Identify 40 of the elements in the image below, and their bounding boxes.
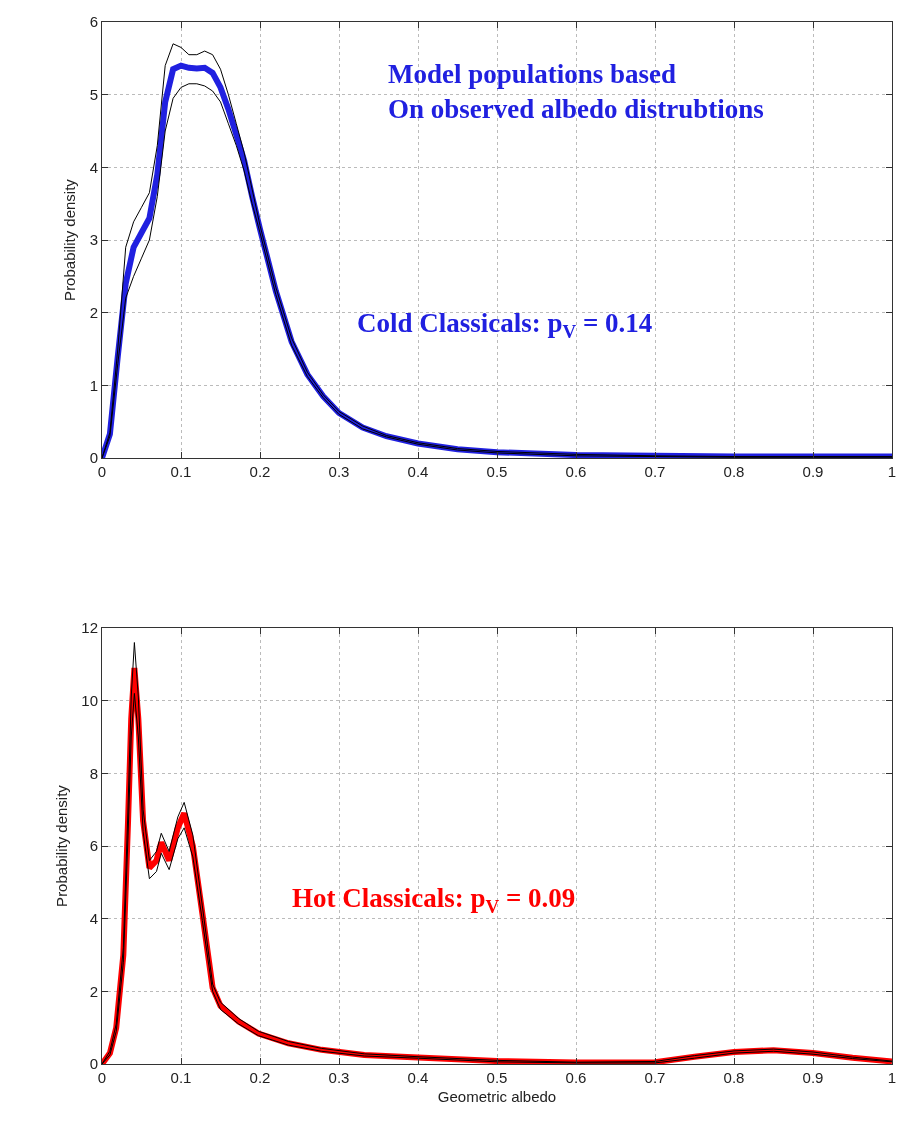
y-axis-title: Probability density bbox=[52, 784, 70, 907]
x-tick-label: 0.1 bbox=[170, 463, 192, 480]
x-tick-label: 0.9 bbox=[802, 1069, 824, 1086]
y-tick-label: 1 bbox=[89, 376, 98, 394]
x-tick-label: 0.5 bbox=[486, 463, 508, 480]
y-tick-label: 6 bbox=[89, 837, 98, 855]
y-tick-label: 6 bbox=[89, 13, 98, 31]
y-tick-label: 12 bbox=[81, 619, 98, 637]
x-axis-title: Geometric albedo bbox=[437, 1088, 557, 1105]
y-tick-label: 0 bbox=[89, 1055, 98, 1073]
x-tick-label: 0.7 bbox=[644, 1069, 666, 1086]
annotation: Model populations based On observed albedo distrubtions bbox=[388, 59, 764, 125]
x-tick-label: 0.1 bbox=[170, 1069, 192, 1086]
annotation: Cold Classicals: p$_{V}$ = 0.14 bbox=[357, 308, 653, 342]
y-axis-title: Probability density bbox=[60, 178, 78, 301]
x-tick-label: 0.3 bbox=[328, 463, 350, 480]
x-tick-label: 0.3 bbox=[328, 1069, 350, 1086]
y-tick-label: 2 bbox=[89, 303, 98, 321]
x-tick-label: 1 bbox=[887, 1069, 897, 1086]
y-tick-label: 10 bbox=[81, 691, 98, 709]
y-tick-label: 2 bbox=[89, 982, 98, 1000]
x-tick-label: 0.2 bbox=[249, 1069, 271, 1086]
y-tick-label: 3 bbox=[89, 231, 98, 249]
x-tick-label: 0.8 bbox=[723, 1069, 745, 1086]
y-tick-label: 4 bbox=[89, 158, 98, 176]
x-tick-label: 0.5 bbox=[486, 1069, 508, 1086]
x-tick-label: 0.7 bbox=[644, 463, 666, 480]
x-tick-label: 0.4 bbox=[407, 463, 429, 480]
x-tick-label: 0.2 bbox=[249, 463, 271, 480]
x-tick-label: 1 bbox=[887, 463, 897, 480]
x-tick-label: 0.6 bbox=[565, 1069, 587, 1086]
y-tick-label: 5 bbox=[89, 85, 98, 103]
y-tick-label: 0 bbox=[89, 449, 98, 467]
y-tick-label: 4 bbox=[89, 909, 98, 927]
y-tick-label: 8 bbox=[89, 764, 98, 782]
x-tick-label: 0.6 bbox=[565, 463, 587, 480]
x-tick-label: 0.8 bbox=[723, 463, 745, 480]
x-tick-label: 0.9 bbox=[802, 463, 824, 480]
annotation: Hot Classicals: p$_{V}$ = 0.09 bbox=[292, 883, 576, 917]
x-tick-label: 0.4 bbox=[407, 1069, 429, 1086]
